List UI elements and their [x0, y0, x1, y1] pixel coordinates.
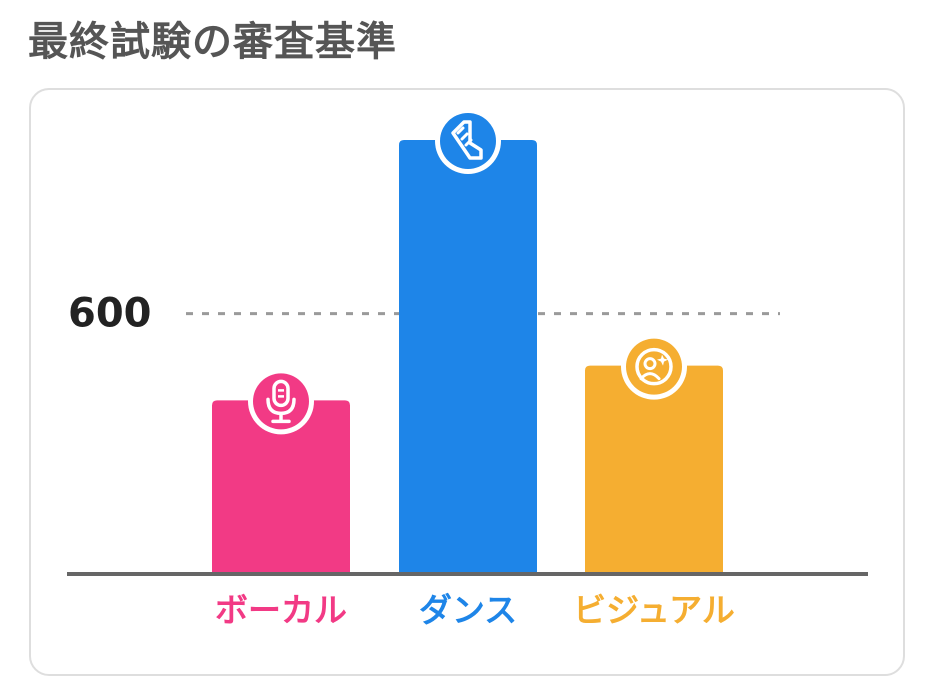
bar-1	[212, 400, 350, 574]
bar-2	[399, 140, 537, 574]
category-label-2: ダンス	[419, 591, 517, 630]
page-title: 最終試験の審査基準	[28, 19, 397, 65]
category-labels-group: ボーカル ダンス ビジュアル	[215, 591, 735, 630]
category-label-3: ビジュアル	[573, 591, 735, 630]
dance-step-icon	[435, 108, 501, 174]
reference-line-group: 600	[68, 291, 780, 337]
visual-star-icon	[621, 333, 687, 400]
bar-3	[585, 365, 723, 574]
category-label-1: ボーカル	[215, 591, 347, 630]
bars-group	[212, 108, 723, 574]
microphone-icon	[248, 368, 314, 435]
reference-line-label: 600	[68, 291, 152, 337]
